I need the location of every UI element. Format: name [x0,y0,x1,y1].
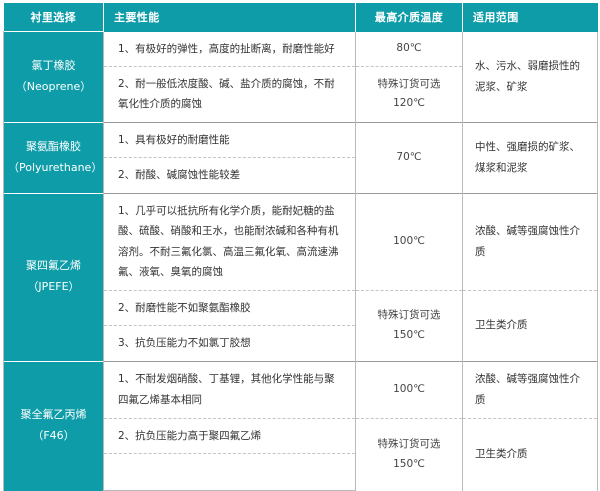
performance-text: 2、耐磨性能不如聚氨酯橡胶 [118,301,251,314]
column-header-performance: 主要性能 [103,3,356,32]
performance-text: 3、抗负压能力不如氯丁胶想 [118,337,251,350]
performance-cell: 1、有极好的弹性，高度的扯断离，耐磨性能好 [103,31,356,67]
temperature-line-1: 特殊订货可选 [377,77,441,90]
material-name-en: （JPEFE） [27,280,80,294]
performance-text: 1、几乎可以抵抗所有化学介质，能耐妃糖的盐酸、硫酸、硝酸和王水，也能耐浓碱和各种… [118,204,339,279]
table-row: 聚四氟乙烯 （JPEFE） 1、几乎可以抵抗所有化学介质，能耐妃糖的盐酸、硫酸、… [3,192,598,362]
application-cell: 中性、强磨损的矿浆、 煤浆和泥浆 [462,121,598,194]
performance-cell: 1、几乎可以抵抗所有化学介质，能耐妃糖的盐酸、硫酸、硝酸和王水，也能耐浓碱和各种… [103,192,356,291]
application-line-1: 卫生类介质 [475,448,528,461]
performance-text: 2、抗负压能力高于聚四氟乙烯 [118,429,262,442]
table-row: 2、耐酸、碱腐蚀性能较差 [4,157,598,194]
temperature-cell: 特殊订货可选 150℃ [355,289,463,362]
table-row: 聚全氟乙丙烯 （F46） 1、不耐发烟硝酸、丁基锂，其他化学性能与聚四氟乙烯基本… [3,360,598,491]
column-header-material: 衬里选择 [3,3,104,32]
material-cell-neoprene: 氯丁橡胶 （Neoprene） [3,31,104,123]
temperature-line-1: 80℃ [396,41,422,54]
performance-cell: 1、不耐发烟硝酸、丁基锂，其他化学性能与聚四氟乙烯基本相同 [103,360,356,419]
performance-cell: 3、抗负压能力不如氯丁胶想 [103,325,356,362]
temperature-cell: 特殊订货可选 120℃ [355,65,463,123]
temperature-cell: 80℃ [355,31,463,67]
temperature-line-1: 100℃ [393,234,425,247]
temperature-cell: 特殊订货可选 150℃ [355,417,463,491]
table-row: 聚氨酯橡胶 （Polyurethane） 1、具有极好的耐磨性能 70℃ 中性、… [3,121,598,194]
table-row: 氯丁橡胶 （Neoprene） 1、有极好的弹性，高度的扯断离，耐磨性能好 80… [3,31,598,123]
material-cell-polyurethane: 聚氨酯橡胶 （Polyurethane） [3,121,104,194]
lining-selection-table: 衬里选择 主要性能 最高介质温度 适用范围 氯丁橡胶 （Neoprene） 1、… [3,3,598,491]
performance-cell: 2、耐酸、碱腐蚀性能较差 [103,157,356,194]
performance-text: 1、有极好的弹性，高度的扯断离，耐磨性能好 [118,42,335,55]
application-cell: 浓酸、碱等强腐蚀性介 质 [462,192,598,291]
application-line-2: 煤浆和泥浆 [475,161,528,174]
material-name-en: （Neoprene） [15,79,92,93]
application-line-1: 浓酸、碱等强腐蚀性介 [475,224,580,237]
temperature-line-2: 120℃ [393,97,425,110]
performance-text: 1、不耐发烟硝酸、丁基锂，其他化学性能与聚四氟乙烯基本相同 [118,373,335,406]
performance-text: 2、耐酸、碱腐蚀性能较差 [118,169,241,182]
material-name-cn: 氯丁橡胶 [31,59,76,73]
column-header-max-temp: 最高介质温度 [355,3,463,32]
application-line-1: 卫生类介质 [475,319,528,332]
column-header-application: 适用范围 [462,3,598,32]
material-cell-ptfe: 聚四氟乙烯 （JPEFE） [3,192,104,362]
application-line-1: 浓酸、碱等强腐蚀性介 [475,372,580,385]
performance-cell: 2、抗负压能力高于聚四氟乙烯 [103,417,356,454]
material-name-en: （F46） [32,429,75,443]
performance-cell: 2、耐一般低浓度酸、碱、盐介质的腐蚀，不耐氧化性介质的腐蚀 [103,65,356,123]
table-row: 2、耐一般低浓度酸、碱、盐介质的腐蚀，不耐氧化性介质的腐蚀 特殊订货可选 120… [4,65,598,123]
application-cell: 卫生类介质 [462,289,598,362]
material-name-cn: 聚四氟乙烯 [26,259,81,273]
performance-text: 2、耐一般低浓度酸、碱、盐介质的腐蚀，不耐氧化性介质的腐蚀 [118,77,335,111]
header-row: 衬里选择 主要性能 最高介质温度 适用范围 [3,3,598,32]
application-cell: 卫生类介质 [462,417,598,491]
application-line-1: 水、污水、弱磨损性的 [475,59,580,72]
table-body: 氯丁橡胶 （Neoprene） 1、有极好的弹性，高度的扯断离，耐磨性能好 80… [3,31,598,491]
table-header: 衬里选择 主要性能 最高介质温度 适用范围 [3,3,598,32]
lining-selection-table-container: 衬里选择 主要性能 最高介质温度 适用范围 氯丁橡胶 （Neoprene） 1、… [3,3,598,491]
performance-text: 1、具有极好的耐磨性能 [118,133,230,146]
temperature-line-2: 150℃ [393,457,425,470]
temperature-cell: 70℃ [355,121,463,194]
material-name-cn: 聚氨酯橡胶 [26,139,81,153]
application-line-2: 质 [475,393,486,406]
temperature-line-1: 100℃ [393,382,425,395]
performance-cell [103,453,356,491]
temperature-line-2: 150℃ [393,328,425,341]
temperature-line-1: 70℃ [396,150,422,163]
application-line-2: 泥浆、矿浆 [475,80,528,93]
material-name-cn: 聚全氟乙丙烯 [20,408,87,422]
table-row: 3、抗负压能力不如氯丁胶想 [4,325,598,362]
material-name-en: （Polyurethane） [8,160,103,174]
application-line-1: 中性、强磨损的矿浆、 [475,140,580,153]
temperature-cell: 100℃ [355,360,463,419]
application-cell: 浓酸、碱等强腐蚀性介 质 [462,360,598,419]
temperature-cell: 100℃ [355,192,463,291]
application-line-2: 质 [475,245,486,258]
performance-cell: 1、具有极好的耐磨性能 [103,121,356,158]
temperature-line-1: 特殊订货可选 [377,308,441,321]
material-cell-f46: 聚全氟乙丙烯 （F46） [3,360,104,491]
application-cell: 水、污水、弱磨损性的 泥浆、矿浆 [462,31,598,123]
table-row: 2、耐磨性能不如聚氨酯橡胶 特殊订货可选 150℃ 卫生类介质 [4,289,598,362]
performance-cell: 2、耐磨性能不如聚氨酯橡胶 [103,289,356,326]
temperature-line-1: 特殊订货可选 [377,437,441,450]
